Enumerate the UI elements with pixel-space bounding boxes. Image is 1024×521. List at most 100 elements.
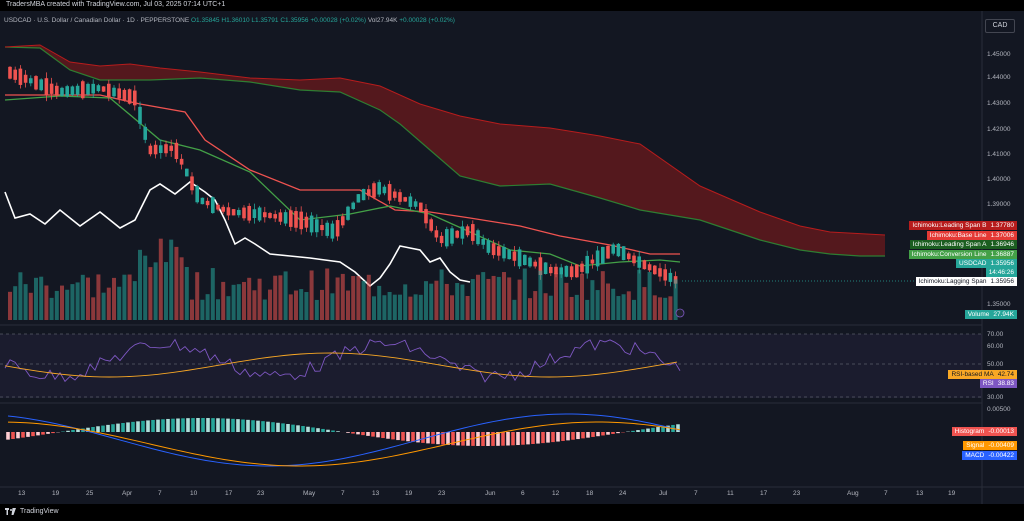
candle-body (632, 255, 636, 264)
histogram-bar (431, 432, 435, 444)
volume-bar (580, 273, 584, 320)
footer-bar: TradingView (0, 504, 1024, 521)
candle-body (86, 83, 90, 95)
volume-bar (377, 285, 382, 320)
volume-bar (408, 296, 413, 320)
histogram-bar (186, 418, 190, 432)
candle-body (268, 213, 272, 218)
histogram-bar (301, 426, 305, 432)
volume-bar (465, 296, 470, 320)
volume-bar (54, 290, 59, 320)
histogram-bar (541, 432, 545, 444)
volume-bar (554, 272, 558, 320)
volume-bar (304, 292, 309, 320)
candle-body (34, 76, 38, 90)
volume-bar (559, 274, 564, 320)
candle-body (81, 81, 85, 99)
volume-bar (382, 295, 387, 320)
histogram-bar (156, 419, 160, 432)
candle-body (382, 186, 387, 194)
price-tick: 1.35000 (987, 301, 1011, 308)
histogram-bar (471, 432, 475, 446)
volume-bar (86, 277, 90, 320)
histogram-bar (46, 432, 50, 434)
candle-body (29, 78, 33, 84)
candle-body (486, 240, 491, 253)
volume-bar (158, 238, 163, 320)
histogram-bar (86, 427, 90, 432)
volume-bar (231, 284, 236, 320)
histogram-bar (416, 432, 420, 443)
volume-bar (226, 296, 231, 320)
volume-bar (590, 280, 595, 320)
histogram-bar (411, 432, 415, 442)
histogram-bar (71, 429, 75, 432)
candle-body (179, 158, 184, 165)
ohlc-high: H1.36010 (221, 17, 250, 24)
volume-bar (564, 282, 569, 320)
candle-body (107, 83, 111, 98)
candle-body (174, 142, 179, 160)
volume-bar (294, 290, 298, 320)
volume-bar (647, 272, 652, 320)
candle-body (221, 206, 225, 212)
rsi-label: RSI 38.83 (979, 379, 1017, 388)
span-b-label: Ichimoku:Leading Span B 1.37780 (909, 221, 1017, 230)
candle-body (528, 257, 532, 267)
volume-bar (28, 292, 33, 320)
footer-brand: TradingView (20, 508, 59, 515)
histogram-bar (231, 418, 235, 432)
candle-body (476, 230, 480, 245)
price-tick: 1.40000 (987, 176, 1011, 183)
volume-bar (626, 291, 631, 320)
histogram-bar (466, 432, 470, 446)
tradingview-logo-icon (5, 508, 16, 515)
lagging-span-label: Ichimoku:Lagging Span 1.35956 (915, 277, 1017, 286)
volume-bar (450, 295, 454, 320)
histogram-bar (166, 418, 170, 432)
time-tick: 7 (694, 490, 698, 497)
candle-body (616, 243, 621, 257)
volume-bar (143, 255, 148, 320)
histogram-bar (296, 425, 300, 432)
volume-bar (533, 291, 538, 320)
candle-body (252, 209, 257, 218)
histogram-bar (486, 432, 490, 446)
candle-body (387, 184, 392, 201)
time-tick: 7 (884, 490, 888, 497)
histogram-bar (146, 420, 150, 432)
volume-bar (236, 284, 241, 320)
time-tick: 23 (438, 490, 446, 497)
histogram-bar (586, 432, 590, 438)
candle-body (226, 207, 231, 216)
histogram-bar (101, 425, 105, 432)
candle-body (533, 261, 537, 267)
currency-button[interactable]: CAD (985, 19, 1015, 33)
time-tick: May (303, 490, 316, 497)
volume-bar (507, 277, 512, 320)
volume-bar (184, 266, 189, 320)
histogram-bar (321, 428, 325, 432)
volume-bar (652, 295, 657, 320)
histogram-bar (161, 419, 165, 432)
candle-body (367, 189, 371, 196)
volume-bar (616, 296, 621, 320)
volume-bar (268, 289, 272, 320)
candle-body (590, 259, 595, 264)
time-tick: Apr (122, 490, 133, 497)
time-tick: 17 (225, 490, 233, 497)
histogram-bar (181, 418, 185, 432)
histogram-bar (51, 432, 55, 434)
volume-bar (429, 283, 434, 320)
histogram-bar (266, 421, 270, 432)
histogram-bar (366, 432, 370, 436)
symbol-legend[interactable]: USDCAD · U.S. Dollar / Canadian Dollar ·… (4, 17, 455, 24)
volume-bar (398, 294, 402, 320)
time-tick: 19 (405, 490, 413, 497)
volume-bar (200, 299, 205, 320)
volume-bar (455, 283, 460, 320)
candle-body (372, 183, 376, 198)
price-tick: 1.41000 (987, 151, 1011, 158)
histogram-bar (476, 432, 480, 446)
